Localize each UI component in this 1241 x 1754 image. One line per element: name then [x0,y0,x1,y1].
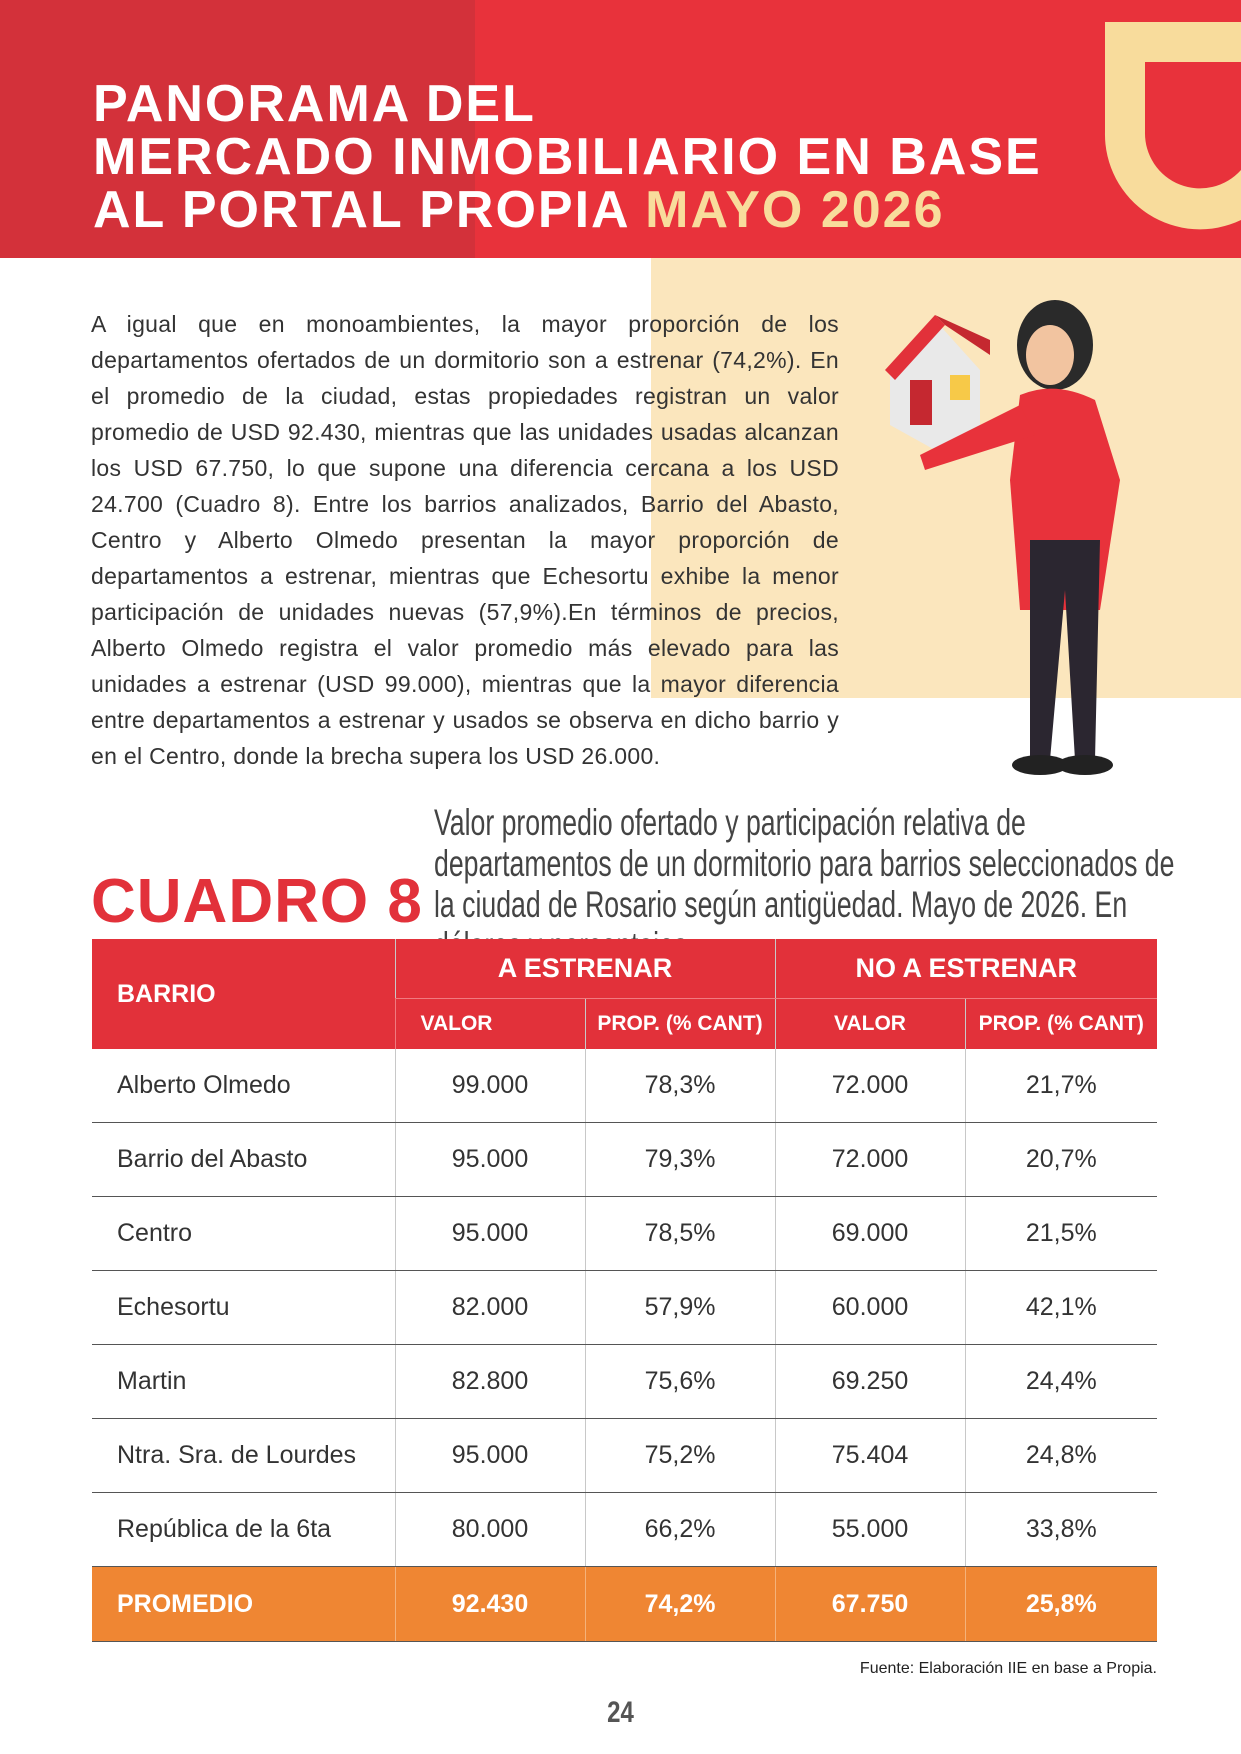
caption-box: Valor promedio ofertado y participación … [434,802,1174,966]
table-row: Ntra. Sra. de Lourdes 95.000 75,2% 75.404 24… [92,1418,1158,1493]
table-cell: 57,9% [584,1270,776,1345]
table-cell: 75.404 [774,1418,966,1493]
header-cell: A ESTRENAR [394,939,776,999]
subheader-cell: PROP. (% CANT) [964,998,1158,1049]
table-cell: 24,4% [964,1344,1158,1419]
table-cell: República de la 6ta [92,1492,395,1567]
source-note: Fuente: Elaboración IIE en base a Propia… [859,1660,1157,1677]
table-body: Alberto Olmedo 99.000 78,3% 72.000 21,7% Barr… [92,1049,1158,1642]
table-cell: 69.250 [774,1344,966,1419]
table-cell: 60.000 [774,1270,966,1345]
table-cell: 79,3% [584,1122,776,1197]
table-cell: 95.000 [394,1122,585,1197]
table-cell: 21,7% [964,1049,1158,1123]
table-cell: 20,7% [964,1122,1158,1197]
table-cell: 21,5% [964,1196,1158,1271]
table-cell: Echesortu [92,1270,395,1345]
page-number: 24 [607,1696,634,1729]
decoration [0,0,1241,775]
title-line: AL PORTAL PROPIA MAYO 2026 [93,184,1042,237]
table-cell: 80.000 [394,1492,585,1567]
table-cell: 33,8% [964,1492,1158,1567]
table-row: Martin 82.800 75,6% 69.250 24,4% [92,1344,1158,1419]
table-cell: 75,2% [584,1418,776,1493]
table-cell: Barrio del Abasto [92,1122,395,1197]
table-label: CUADRO 8 [91,867,423,936]
table-cell: Martin [92,1344,395,1419]
table-cell: 66,2% [584,1492,776,1567]
subheader-cell: PROP. (% CANT) [584,998,776,1049]
title: PANORAMA DEL MERCADO INMOBILIARIO EN BAS… [93,78,1042,237]
table-row: Alberto Olmedo 99.000 78,3% 72.000 21,7% [92,1049,1158,1123]
table-cell: 99.000 [394,1049,585,1123]
paragraph: A igual que en monoambientes, la mayor p… [91,311,839,769]
table-cell: 82.800 [394,1344,585,1419]
table-row: Centro 95.000 78,5% 69.000 21,5% [92,1196,1158,1271]
table-row: Echesortu 82.000 57,9% 60.000 42,1% [92,1270,1158,1345]
table-cell: 75,6% [584,1344,776,1419]
table-cell: 72.000 [774,1122,966,1197]
title-line: MERCADO INMOBILIARIO EN BASE [93,128,1042,186]
table-cell: 82.000 [394,1270,585,1345]
header-cell: NO A ESTRENAR [774,939,1158,999]
table-cell: 78,5% [584,1196,776,1271]
table-cell: PROMEDIO [92,1566,395,1642]
table-cell: 78,3% [584,1049,776,1123]
table-cell: 95.000 [394,1196,585,1271]
table-cell: 74,2% [584,1566,776,1642]
table-cell: 25,8% [964,1566,1158,1642]
table-cell: 42,1% [964,1270,1158,1345]
table-cell: 72.000 [774,1049,966,1123]
title-highlight: MAYO 2026 [645,181,945,239]
table-cell: 55.000 [774,1492,966,1567]
table-cell: Alberto Olmedo [92,1049,395,1123]
subheader-cell: VALOR [774,998,966,1049]
table-cell: 67.750 [774,1566,966,1642]
header-cell: BARRIO [92,939,395,1049]
table-cell: 69.000 [774,1196,966,1271]
table-cell: Centro [92,1196,395,1271]
table-row: Barrio del Abasto 95.000 79,3% 72.000 20,7% [92,1122,1158,1197]
title-line: AL PORTAL PROPIA [93,181,629,239]
table-cell: 95.000 [394,1418,585,1493]
subheader-cell: VALOR [394,998,585,1049]
table-cell: 24,8% [964,1418,1158,1493]
table-row: PROMEDIO 92.430 74,2% 67.750 25,8% [92,1566,1158,1642]
table-cell: Ntra. Sra. de Lourdes [92,1418,395,1493]
table-row: República de la 6ta 80.000 66,2% 55.000 33,8… [92,1492,1158,1567]
data-table: BARRIO A ESTRENAR NO A ESTRENAR VALOR PROP.… [92,939,1158,1642]
table-cell: 92.430 [394,1566,585,1642]
title-line: PANORAMA DEL [93,75,536,133]
